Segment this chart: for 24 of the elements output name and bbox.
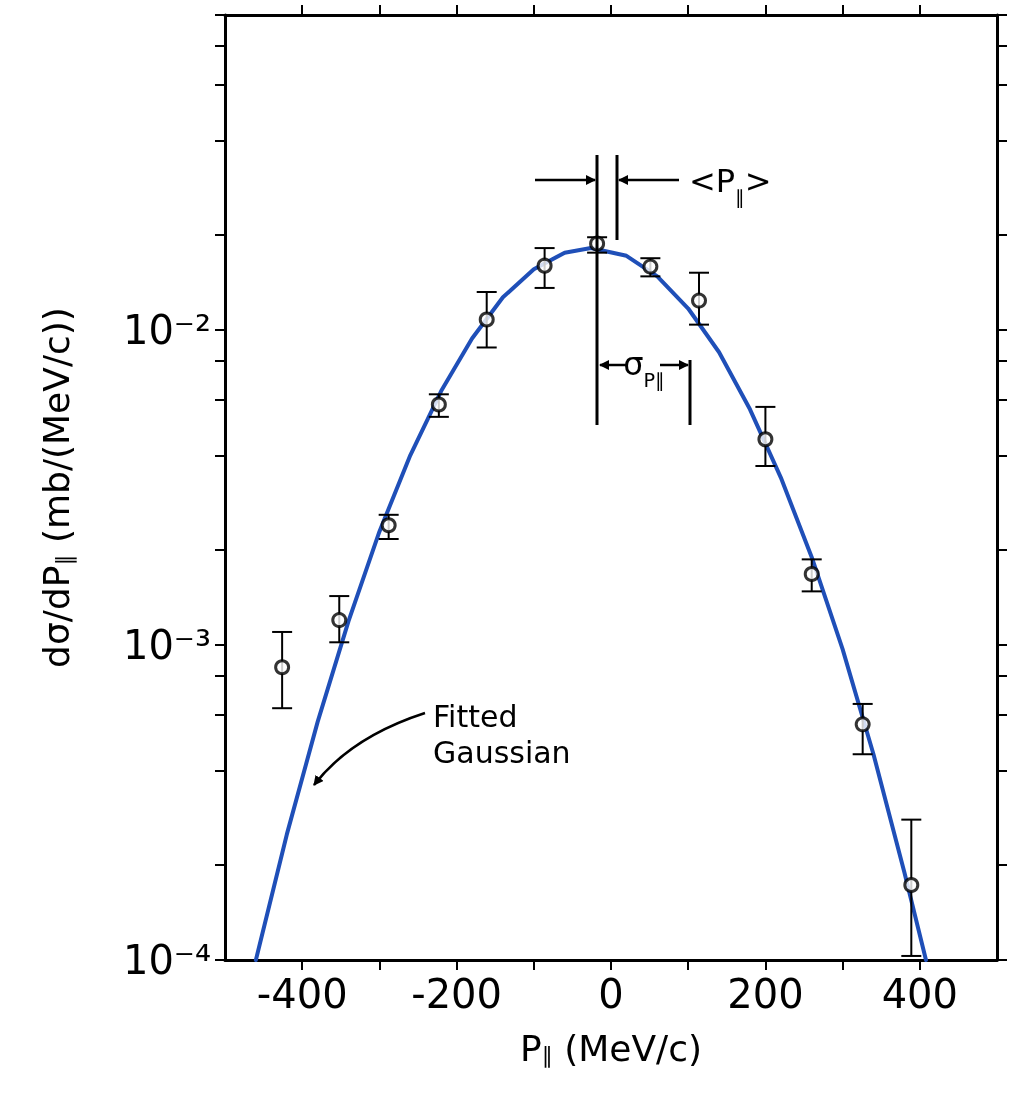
point [903,877,920,894]
point [757,431,774,448]
y-tick-label: 10⁻² [122,307,211,353]
annotation: <P$_{∥}$> [689,162,772,209]
point [430,396,447,413]
point [478,311,495,328]
y-tick-label: 10⁻⁴ [122,937,211,983]
annotation: σ$_{P∥}$ [623,345,665,392]
point [803,566,820,583]
x-tick-label: -400 [256,971,348,1017]
x-tick-label: -200 [411,971,502,1017]
x-axis-title: P∥ (MeV/c) [520,1027,702,1069]
y-tick-label: 10⁻³ [122,622,211,668]
annotation: Fitted Gaussian [433,699,571,770]
point [274,659,291,676]
point [536,257,553,274]
x-tick-label: 200 [727,971,804,1017]
point [380,517,397,534]
x-tick-label: 400 [881,971,958,1017]
point [854,716,871,733]
y-axis-title: dσ/dP∥ (mb/(MeV/c)) [36,307,78,668]
point [331,612,348,629]
point [691,292,708,309]
x-tick-label: 0 [598,971,624,1017]
